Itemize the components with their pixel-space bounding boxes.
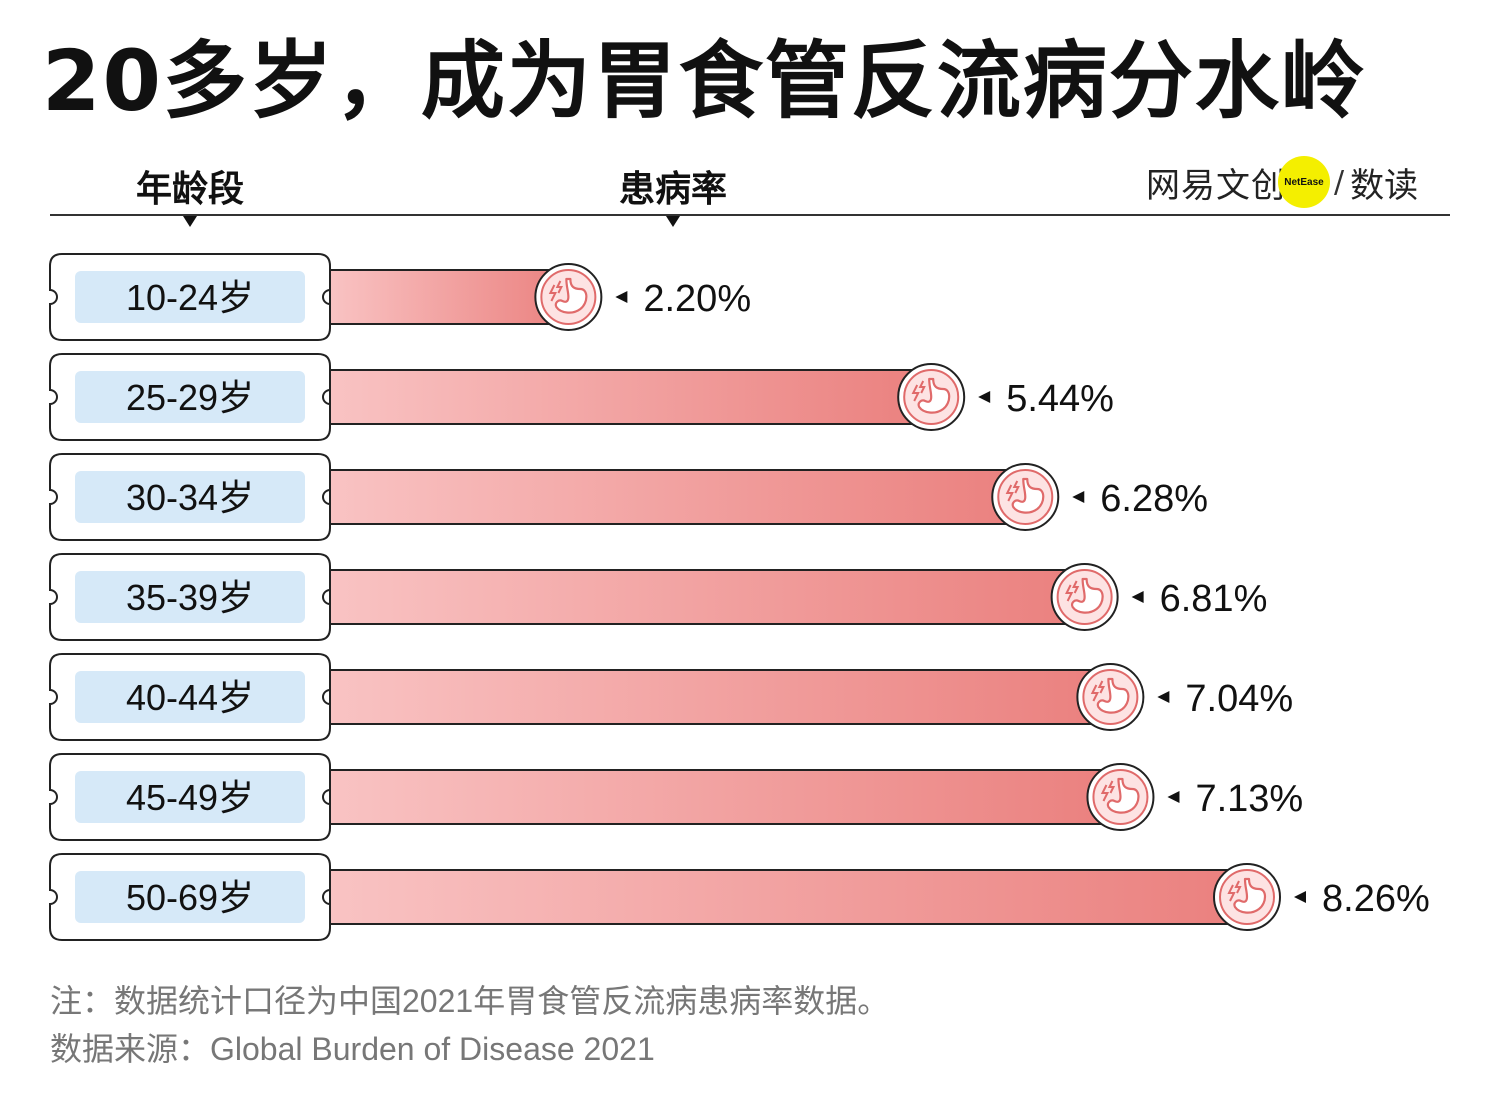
category-label-bg bbox=[75, 671, 305, 723]
value-pointer-icon bbox=[1072, 491, 1085, 503]
stomach-icon bbox=[897, 363, 966, 431]
stomach-icon bbox=[991, 463, 1060, 531]
rate-column-pointer-icon bbox=[666, 216, 680, 227]
bar-row: 25-29岁 5.44% bbox=[49, 353, 1114, 441]
bar bbox=[329, 569, 1094, 625]
value-label: 2.20% bbox=[643, 278, 751, 320]
bar-row: 50-69岁 8.26% bbox=[49, 853, 1430, 941]
page-title: 20多岁，成为胃食管反流病分水岭 bbox=[42, 32, 1367, 130]
category-label: 25-29岁 bbox=[126, 377, 254, 418]
category-label-bg bbox=[75, 771, 305, 823]
footnote: 注：数据统计口径为中国2021年胃食管反流病患病率数据。 bbox=[50, 983, 890, 1019]
value-pointer-icon bbox=[615, 291, 628, 303]
category-label: 35-39岁 bbox=[126, 577, 254, 618]
value-pointer-icon bbox=[1157, 691, 1170, 703]
brand-logo: 网易文创 NetEase / 数读 bbox=[1146, 152, 1418, 212]
stomach-icon bbox=[1213, 863, 1281, 931]
value-label: 5.44% bbox=[1006, 378, 1114, 420]
value-pointer-icon bbox=[1131, 591, 1144, 603]
category-label-bg bbox=[75, 271, 305, 323]
brand-name: 网易文创 bbox=[1146, 165, 1286, 206]
category-label-bg bbox=[75, 571, 305, 623]
category-label: 45-49岁 bbox=[126, 777, 254, 818]
category-label-bg bbox=[75, 371, 305, 423]
category-label: 50-69岁 bbox=[126, 877, 254, 918]
brand-badge: NetEase bbox=[1278, 156, 1330, 208]
data-source: 数据来源：Global Burden of Disease 2021 bbox=[50, 1031, 655, 1067]
bar bbox=[329, 669, 1120, 725]
value-label: 7.13% bbox=[1195, 778, 1303, 820]
stomach-icon bbox=[534, 263, 603, 331]
value-label: 8.26% bbox=[1322, 878, 1430, 920]
brand-separator: / bbox=[1334, 164, 1345, 200]
bar-row: 45-49岁 7.13% bbox=[49, 753, 1303, 841]
rate-column-header: 患病率 bbox=[618, 169, 728, 210]
stomach-icon bbox=[1086, 763, 1155, 831]
brand-sub: 数读 bbox=[1350, 165, 1419, 206]
bar bbox=[329, 869, 1256, 925]
stomach-icon bbox=[1076, 663, 1145, 731]
value-pointer-icon bbox=[1167, 791, 1180, 803]
category-label-bg bbox=[75, 871, 305, 923]
bar-row: 10-24岁 2.20% bbox=[49, 253, 751, 341]
header-divider bbox=[50, 214, 1450, 216]
value-label: 6.81% bbox=[1160, 578, 1268, 620]
bar-row: 30-34岁 6.28% bbox=[49, 453, 1208, 541]
age-column-pointer-icon bbox=[183, 216, 197, 227]
bar-row: 35-39岁 6.81% bbox=[49, 553, 1268, 641]
category-label: 10-24岁 bbox=[126, 277, 254, 318]
value-pointer-icon bbox=[1294, 891, 1306, 903]
age-column-header: 年龄段 bbox=[135, 169, 245, 210]
value-label: 7.04% bbox=[1185, 678, 1293, 720]
category-label-bg bbox=[75, 471, 305, 523]
stomach-icon bbox=[1050, 563, 1119, 631]
category-label: 30-34岁 bbox=[126, 477, 254, 518]
bar-row: 40-44岁 7.04% bbox=[49, 653, 1293, 741]
bar bbox=[329, 469, 1035, 525]
value-label: 6.28% bbox=[1100, 478, 1208, 520]
bar bbox=[329, 369, 941, 425]
value-pointer-icon bbox=[978, 391, 991, 403]
category-label: 40-44岁 bbox=[126, 677, 254, 718]
bar bbox=[329, 769, 1130, 825]
